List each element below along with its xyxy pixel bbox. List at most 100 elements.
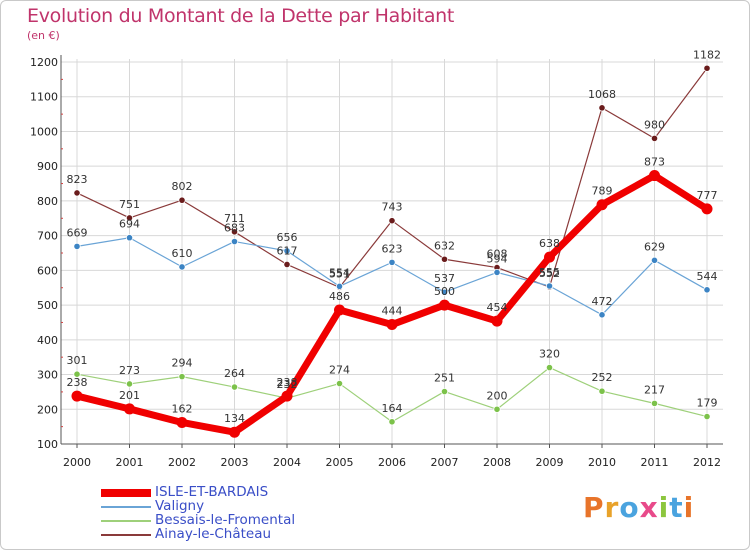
data-label: 623 (382, 242, 403, 255)
data-point (650, 134, 659, 142)
data-label: 454 (487, 301, 508, 314)
data-point (701, 203, 713, 215)
data-label: 551 (329, 267, 350, 280)
chart-title: Evolution du Montant de la Dette par Hab… (27, 5, 455, 27)
data-label: 294 (172, 357, 193, 370)
data-point (178, 196, 186, 204)
data-label: 629 (644, 240, 665, 253)
data-label: 743 (382, 201, 403, 214)
y-tick-label: 200 (37, 403, 58, 416)
data-point (73, 242, 81, 251)
data-point (703, 64, 711, 72)
logo-letter: t (669, 491, 684, 524)
data-point (229, 426, 240, 438)
data-label: 217 (644, 383, 665, 396)
legend-item: Ainay-le-Château (101, 526, 361, 542)
data-point (73, 189, 81, 197)
data-point (71, 390, 83, 402)
data-point (230, 383, 239, 391)
series-group (71, 64, 713, 438)
data-point (544, 251, 555, 263)
data-point (596, 199, 608, 211)
data-point (124, 403, 135, 415)
data-label: 610 (172, 247, 193, 260)
data-label: 301 (67, 354, 88, 367)
data-label: 789 (592, 185, 613, 198)
data-point (388, 418, 396, 426)
x-tick-label: 2006 (378, 456, 406, 469)
data-point (176, 416, 188, 428)
data-point (283, 247, 291, 255)
data-label: 802 (172, 180, 193, 193)
data-label: 617 (277, 244, 298, 257)
legend-item: ISLE-ET-BARDAIS (101, 484, 361, 500)
data-point (386, 319, 398, 331)
x-tick-label: 2002 (168, 456, 196, 469)
y-tick-label: 1100 (30, 91, 58, 104)
data-point (493, 405, 501, 413)
data-label: 656 (277, 231, 298, 244)
data-point (335, 282, 344, 290)
data-label: 694 (119, 218, 140, 231)
data-label: 638 (539, 237, 560, 250)
logo-letter: i (683, 491, 695, 524)
y-tick-label: 500 (37, 299, 58, 312)
logo-letter: o (619, 491, 640, 524)
data-point (703, 286, 711, 294)
y-tick-label: 900 (37, 160, 58, 173)
data-label: 873 (644, 156, 665, 169)
data-label: 486 (329, 290, 350, 303)
data-point (335, 379, 344, 388)
data-label: 608 (487, 248, 508, 261)
data-point (650, 399, 659, 407)
data-point (230, 228, 239, 236)
y-tick-label: 800 (37, 195, 58, 208)
x-tick-label: 2004 (273, 456, 301, 469)
data-label: 711 (224, 212, 245, 225)
data-point (283, 260, 291, 269)
legend-label: Valigny (155, 498, 205, 514)
data-point (125, 214, 134, 222)
data-label: 472 (592, 295, 613, 308)
logo-letter: P (583, 491, 605, 524)
data-label: 552 (539, 267, 560, 280)
data-label: 201 (119, 389, 140, 402)
data-label: 823 (67, 173, 88, 186)
y-tick-label: 400 (37, 334, 58, 347)
x-tick-label: 2011 (641, 456, 669, 469)
proxiti-logo: Proxiti (583, 491, 694, 524)
data-point (598, 104, 606, 112)
data-point (545, 282, 554, 290)
data-point (703, 412, 711, 421)
chart-subtitle: (en €) (27, 29, 60, 42)
data-label: 594 (487, 252, 508, 265)
legend-item: Valigny (101, 498, 361, 514)
data-point (649, 170, 660, 182)
data-label: 273 (119, 364, 140, 377)
data-label: 1068 (588, 88, 616, 101)
x-tick-label: 2003 (221, 456, 249, 469)
data-point (545, 363, 554, 372)
legend-label: ISLE-ET-BARDAIS (155, 484, 269, 500)
data-label: 252 (592, 371, 613, 384)
data-label: 1182 (693, 48, 721, 61)
data-point (598, 311, 606, 319)
data-label: 238 (67, 376, 88, 389)
data-label: 238 (277, 376, 298, 389)
data-point (388, 258, 396, 266)
x-tick-label: 2008 (483, 456, 511, 469)
legend-label: Ainay-le-Château (155, 526, 272, 542)
logo-letter: i (658, 491, 670, 524)
data-label: 555 (539, 266, 560, 279)
data-label: 669 (67, 226, 88, 239)
data-label: 554 (329, 266, 350, 279)
data-labels: 238 201 162 134 238 486 444 500 454 638 789 873 777 6… (67, 48, 722, 425)
data-point (440, 387, 449, 396)
data-label: 544 (697, 270, 718, 283)
x-tick-label: 2000 (63, 456, 91, 469)
data-point (439, 299, 450, 311)
data-point (73, 370, 81, 378)
x-tick-label: 2007 (431, 456, 459, 469)
